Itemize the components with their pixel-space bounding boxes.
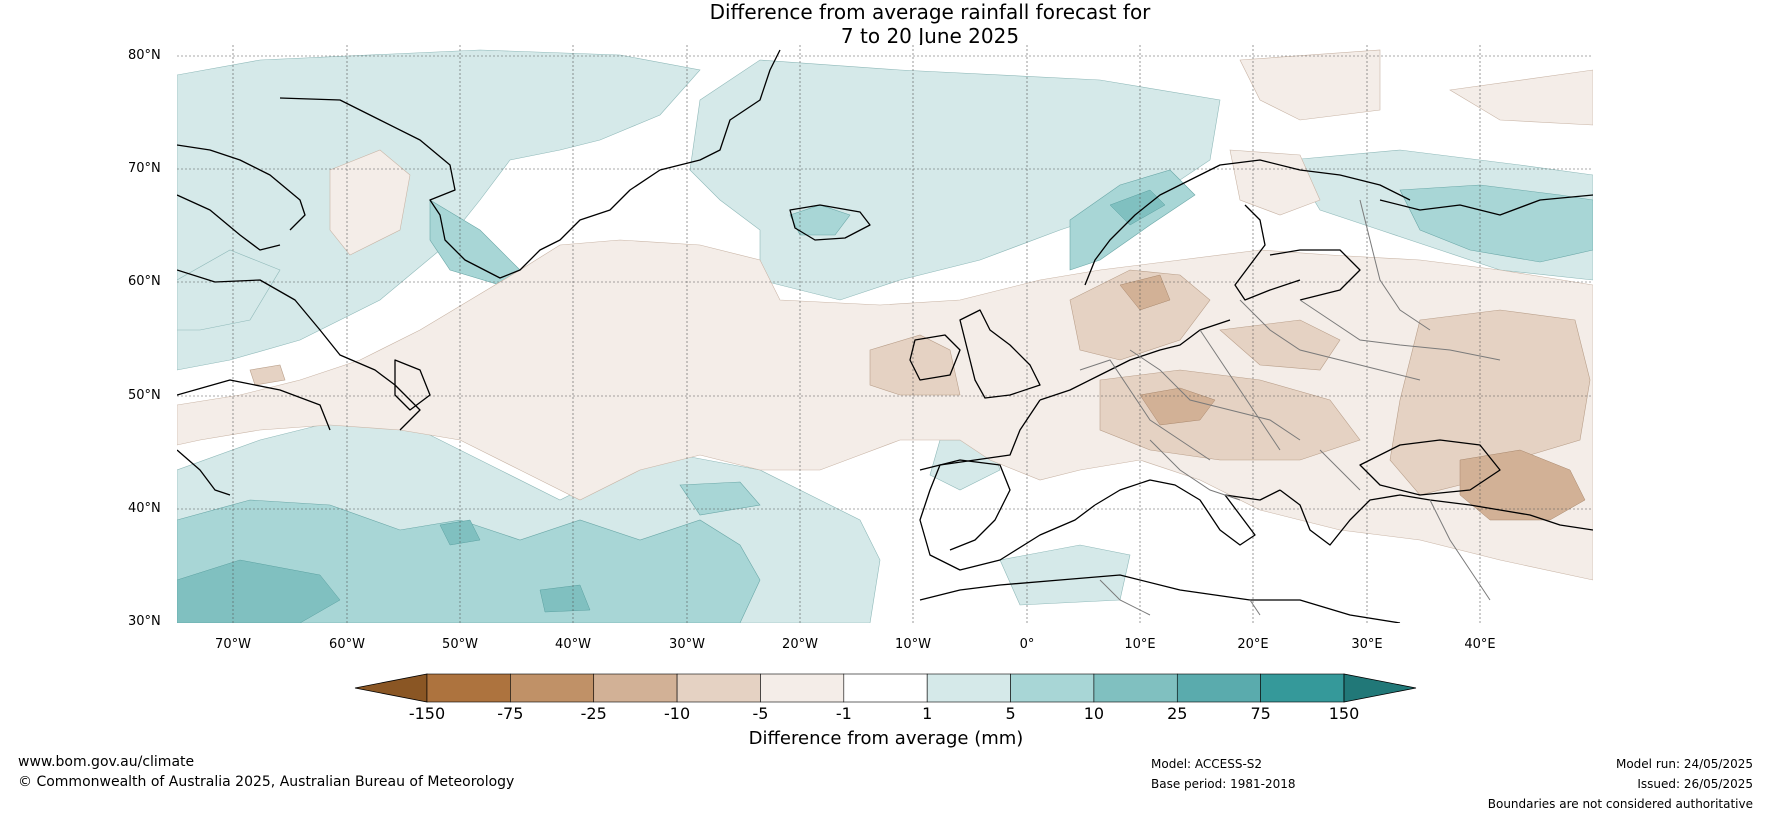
colorbar-tick-label: -150 [408, 704, 446, 723]
colorbar-segment [1260, 673, 1345, 703]
colorbar-label: Difference from average (mm) [748, 728, 1024, 749]
lat-label-40n: 40°N [128, 501, 161, 516]
title-line-2: 7 to 20 June 2025 [840, 24, 1020, 48]
colorbar-segment [593, 673, 678, 703]
lat-label-80n: 80°N [128, 48, 161, 63]
colorbar-segment [926, 673, 1011, 703]
footer-base-period: Base period: 1981-2018 [1151, 777, 1296, 791]
footer-disclaimer: Boundaries are not considered authoritat… [1487, 797, 1753, 811]
colorbar-segment [1010, 673, 1095, 703]
footer-website: www.bom.gov.au/climate [18, 754, 195, 770]
footer-copyright: © Commonwealth of Australia 2025, Austra… [18, 774, 515, 790]
lon-label-20w: 20°W [782, 637, 818, 652]
lat-label-50n: 50°N [128, 388, 161, 403]
colorbar-segment [843, 673, 928, 703]
dry-anomaly-regions [177, 49, 1593, 581]
lon-label-70w: 70°W [215, 637, 251, 652]
coastlines [177, 49, 1593, 623]
colorbar-segment [510, 673, 595, 703]
colorbar-tick-label: 150 [1328, 704, 1360, 723]
lat-label-60n: 60°N [128, 274, 161, 289]
footer-model: Model: ACCESS-S2 [1151, 757, 1263, 771]
lon-label-10e: 10°E [1124, 637, 1156, 652]
colorbar-tick-label: 25 [1167, 704, 1188, 723]
dry-anomaly-regions-strong [1119, 274, 1586, 521]
colorbar-segment [676, 673, 761, 703]
title-line-1: Difference from average rainfall forecas… [709, 0, 1151, 24]
dry-anomaly-regions-moderate [249, 269, 1591, 496]
colorbar-tick-label: 10 [1083, 704, 1105, 723]
colorbar-tick-label: -75 [497, 704, 524, 723]
colorbar-segment [1093, 673, 1178, 703]
lon-label-30w: 30°W [669, 637, 705, 652]
colorbar-extend-low [354, 673, 428, 703]
lon-label-10w: 10°W [895, 637, 931, 652]
lon-label-60w: 60°W [329, 637, 365, 652]
colorbar-segment [760, 673, 845, 703]
colorbar-segment [1176, 673, 1261, 703]
lat-label-70n: 70°N [128, 161, 161, 176]
lon-label-40e: 40°E [1464, 637, 1496, 652]
lon-label-0: 0° [1019, 637, 1035, 652]
footer-model-run: Model run: 24/05/2025 [1615, 757, 1753, 771]
chart-title: Difference from average rainfall forecas… [0, 0, 1770, 48]
wet-anomaly-regions-very-strong [177, 189, 1166, 623]
colorbar-tick-label: -10 [664, 704, 691, 723]
colorbar-segments [354, 673, 1417, 703]
footer-issued: Issued: 26/05/2025 [1637, 777, 1753, 791]
country-borders [1079, 199, 1501, 616]
lon-label-50w: 50°W [442, 637, 478, 652]
colorbar-segment [426, 673, 511, 703]
lon-label-20e: 20°E [1237, 637, 1269, 652]
lon-label-40w: 40°W [555, 637, 591, 652]
lon-label-30e: 30°E [1351, 637, 1383, 652]
colorbar-tick-label: -25 [580, 704, 607, 723]
colorbar-tick-label: -1 [835, 704, 852, 723]
colorbar-tick-label: 5 [1005, 704, 1016, 723]
colorbar-tick-label: -5 [752, 704, 769, 723]
graticule [177, 45, 1593, 623]
colorbar-tick-label: 75 [1250, 704, 1271, 723]
colorbar-tick-label: 1 [922, 704, 933, 723]
colorbar-extend-high [1343, 673, 1417, 703]
lat-label-30n: 30°N [128, 614, 161, 629]
